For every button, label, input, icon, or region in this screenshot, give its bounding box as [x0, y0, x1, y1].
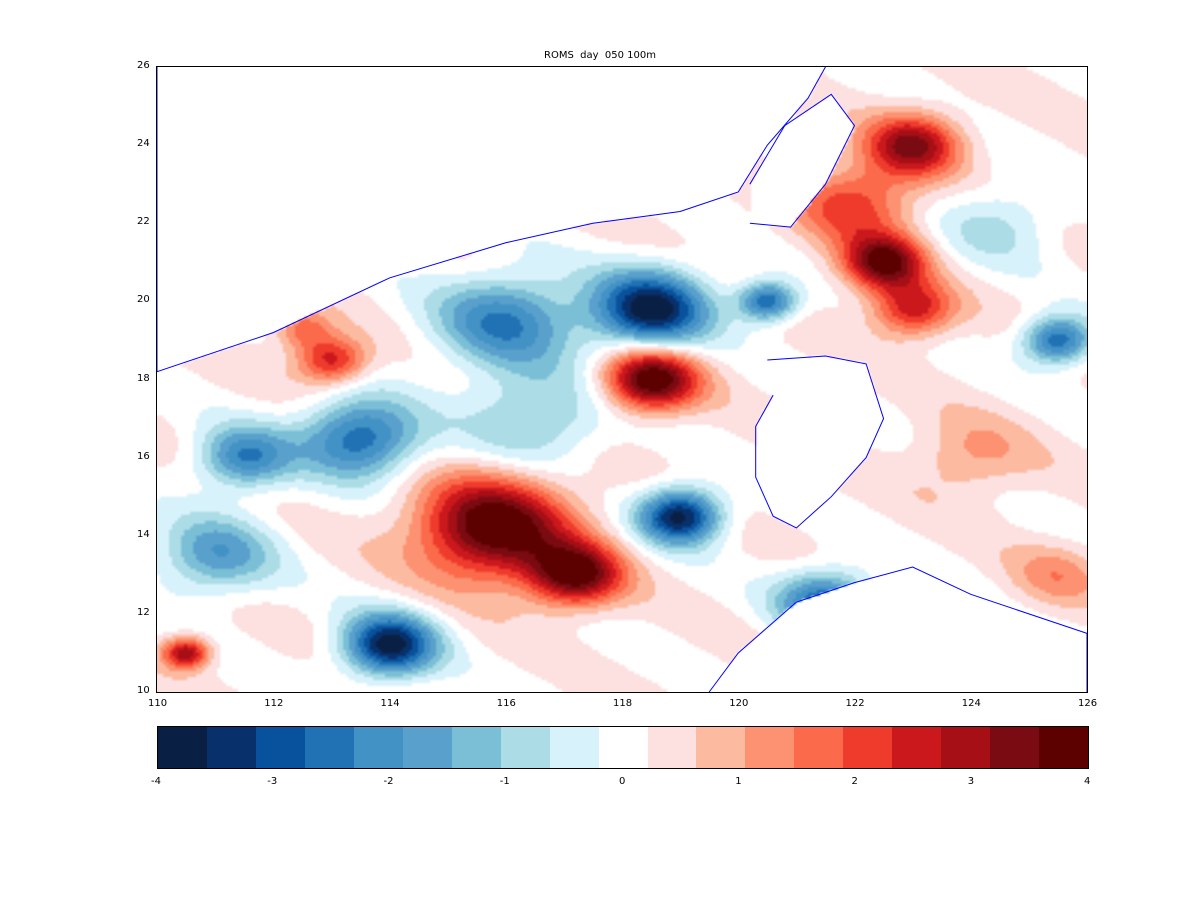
colorbar-tick-label: 1	[735, 776, 742, 787]
x-tick-label: 124	[961, 698, 981, 709]
y-tick-label: 20	[137, 294, 150, 306]
colorbar-swatch	[451, 727, 501, 768]
colorbar-swatch	[304, 727, 354, 768]
y-tick-label: 16	[137, 450, 150, 462]
colorbar-tick-label: 2	[851, 776, 858, 787]
colorbar-swatch	[1039, 727, 1089, 768]
x-tick-label: 114	[380, 698, 400, 709]
x-tick-label: 122	[845, 698, 865, 709]
coastline-0	[156, 66, 826, 373]
x-tick-label: 120	[729, 698, 749, 709]
colorbar	[157, 726, 1089, 769]
colorbar-swatch	[990, 727, 1040, 768]
colorbar-swatch	[843, 727, 893, 768]
y-tick-label: 22	[137, 216, 150, 228]
coastline-2	[755, 355, 885, 529]
y-tick-label: 26	[137, 60, 150, 71]
colorbar-swatch	[402, 727, 452, 768]
colorbar-swatch	[206, 727, 256, 768]
x-tick-label: 118	[613, 698, 633, 709]
colorbar-tick-label: -2	[383, 776, 394, 787]
colorbar-swatch	[158, 727, 207, 768]
colorbar-tick-label: 0	[619, 776, 626, 787]
colorbar-tick-label: -1	[499, 776, 510, 787]
colorbar-swatch	[598, 727, 648, 768]
y-tick-label: 10	[137, 685, 150, 696]
coastline	[156, 66, 1088, 693]
x-tick-label: 112	[264, 698, 284, 709]
x-tick-label: 110	[148, 698, 168, 709]
colorbar-swatch	[696, 727, 746, 768]
y-tick-label: 12	[137, 606, 150, 618]
colorbar-swatch	[255, 727, 305, 768]
colorbar-swatch	[500, 727, 550, 768]
colorbar-tick-label: 4	[1084, 776, 1091, 787]
y-tick-label: 14	[137, 528, 150, 540]
colorbar-tick-label: -4	[151, 776, 161, 787]
plot-title: ROMS day 050 100m	[544, 50, 656, 61]
y-tick-label: 24	[137, 138, 150, 150]
colorbar-swatch	[941, 727, 991, 768]
colorbar-swatch	[549, 727, 599, 768]
colorbar-swatch	[745, 727, 795, 768]
coastline-3	[708, 566, 1088, 693]
coastline-1	[749, 93, 856, 228]
colorbar-swatch	[353, 727, 403, 768]
x-tick-label: 116	[496, 698, 516, 709]
colorbar-swatch	[892, 727, 942, 768]
x-tick-label: 126	[1078, 698, 1098, 709]
y-tick-label: 18	[137, 372, 150, 384]
colorbar-tick-label: -3	[267, 776, 278, 787]
colorbar-swatch	[647, 727, 697, 768]
colorbar-tick-label: 3	[967, 776, 975, 787]
colorbar-swatch	[794, 727, 844, 768]
temperature-anomaly-map	[157, 67, 1087, 692]
